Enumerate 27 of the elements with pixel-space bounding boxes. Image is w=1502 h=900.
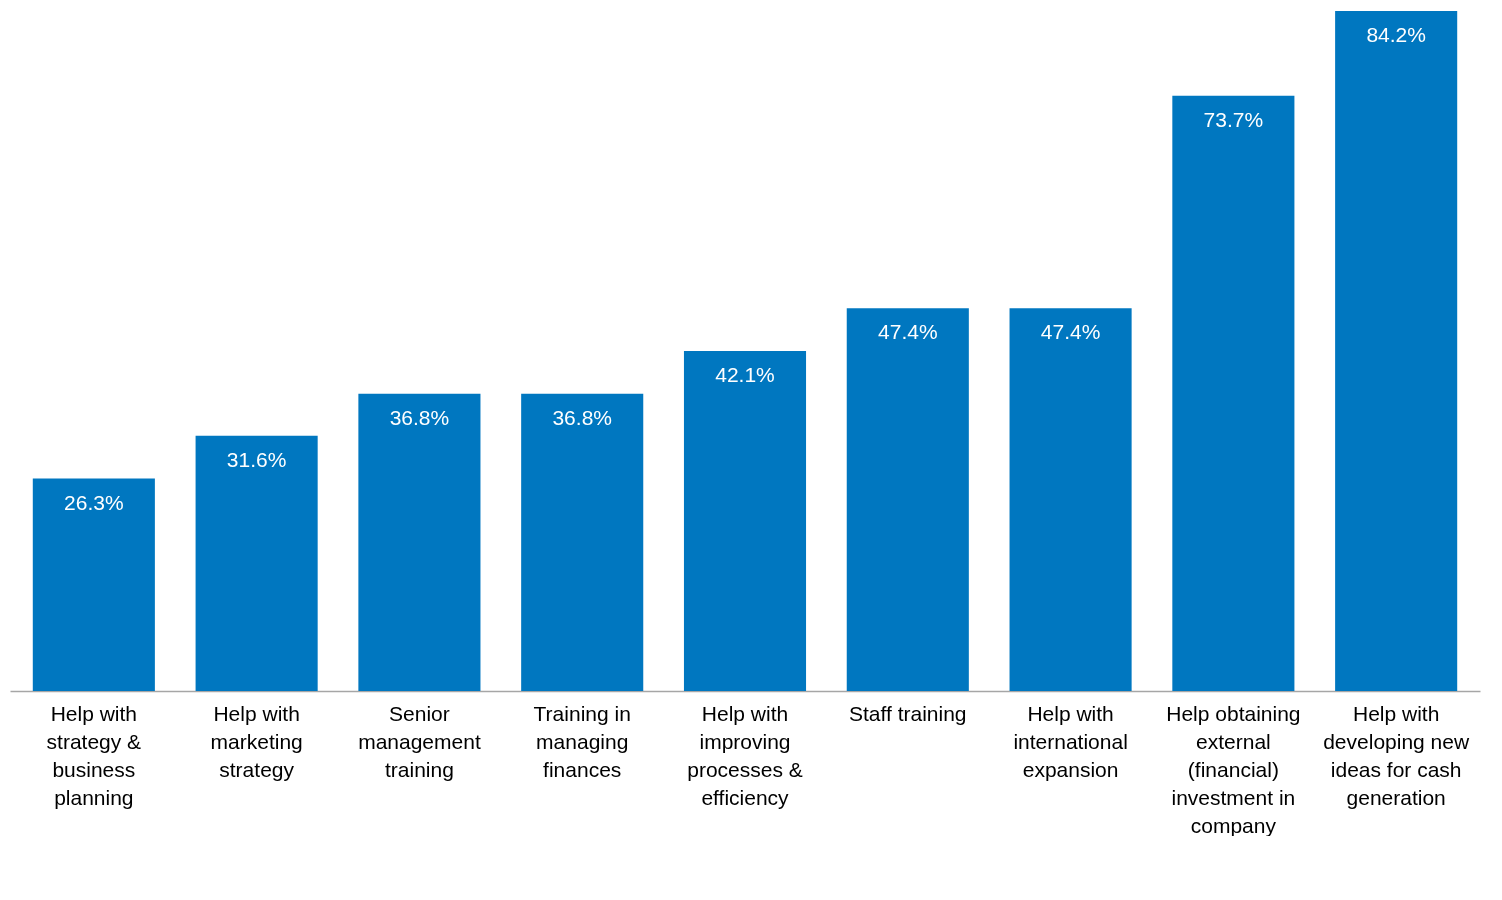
x-tick-label: Help obtaining external (financial) investment in company — [1166, 701, 1301, 837]
data-label: 47.4% — [878, 320, 938, 344]
data-label: 73.7% — [1203, 107, 1264, 131]
bar — [1335, 11, 1458, 691]
x-tick-label: Help with marketing strategy — [210, 701, 303, 781]
bar — [1009, 308, 1132, 691]
data-label: 36.8% — [389, 405, 450, 429]
data-label: 26.3% — [64, 490, 124, 514]
bar — [32, 478, 155, 691]
data-label: 47.4% — [1040, 320, 1101, 344]
bar — [846, 308, 969, 691]
data-label: 42.1% — [715, 363, 775, 386]
x-tick-label: Help with strategy & business planning — [46, 701, 142, 809]
x-tick-label: Training in managing finances — [533, 701, 631, 781]
data-label: 84.2% — [1366, 23, 1426, 46]
bar — [195, 435, 318, 691]
bar — [521, 393, 644, 691]
bar — [1172, 95, 1295, 691]
x-tick-label: Staff training — [849, 701, 967, 725]
data-label: 31.6% — [226, 447, 287, 471]
x-tick-label: Help with developing new ideas for cash generation — [1323, 701, 1470, 809]
x-tick-label: Senior management training — [358, 701, 481, 781]
bar — [358, 393, 481, 691]
x-tick-label: Help with international expansion — [1013, 701, 1128, 781]
bar — [683, 351, 807, 691]
data-label: 36.8% — [552, 405, 612, 429]
x-tick-label: Help with improving processes & efficiency — [687, 701, 803, 809]
